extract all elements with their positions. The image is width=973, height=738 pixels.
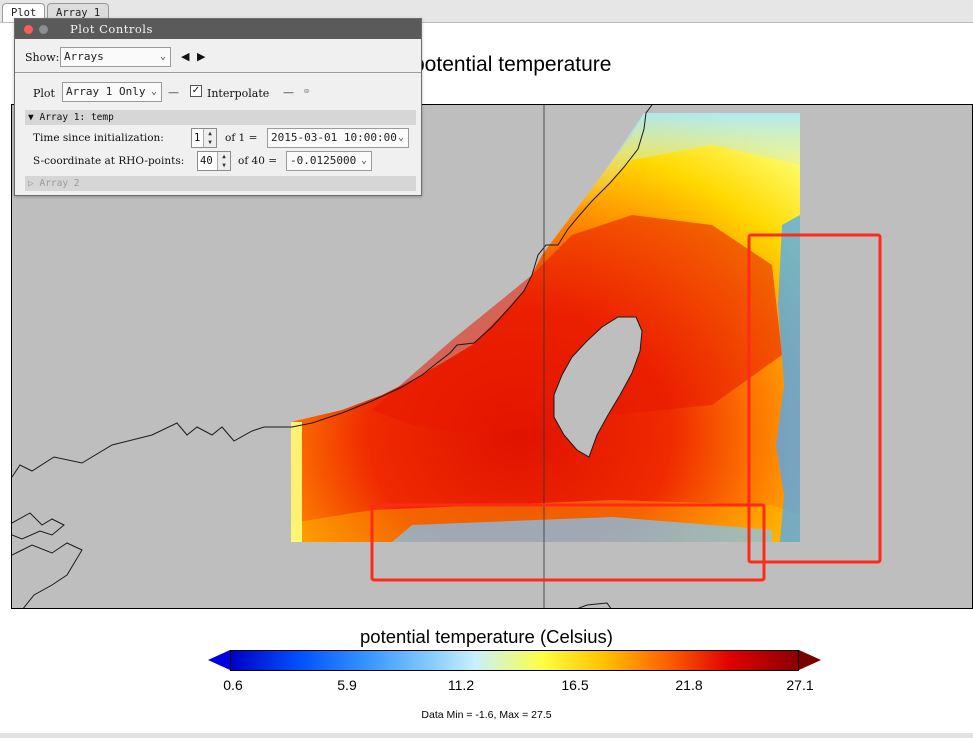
interpolate-label: Interpolate — [207, 87, 270, 100]
colorbar-extend-high — [799, 650, 821, 670]
s-value-select[interactable]: -0.0125000 ⌄ — [286, 151, 372, 171]
time-label: Time since initialization: — [33, 132, 164, 144]
plot-controls-window: Plot Controls Show: Arrays ⌄ ◀ ▶ Plot Ar… — [14, 18, 422, 196]
status-strip — [0, 733, 973, 738]
plot-mode-label: Plot — [33, 87, 55, 100]
time-index-value: 1 — [194, 132, 201, 144]
time-of-text: of 1 = — [225, 132, 258, 144]
minimize-button[interactable] — [39, 25, 48, 34]
s-index-value: 40 — [200, 155, 213, 167]
taiwan-landmass — [553, 316, 643, 458]
s-coordinate-label: S-coordinate at RHO-points: — [33, 155, 185, 167]
show-label: Show: — [25, 51, 60, 64]
previous-arrow-icon[interactable]: ◀ — [181, 50, 190, 63]
time-value-select[interactable]: 2015-03-01 10:00:00 ⌄ — [267, 128, 409, 148]
expanded-triangle-icon: ▼ — [28, 112, 34, 123]
show-select[interactable]: Arrays ⌄ — [60, 47, 171, 67]
time-index-stepper[interactable]: 1 ▲ ▼ — [191, 128, 217, 148]
separator-dash: — — [168, 86, 179, 99]
tab-array-1[interactable]: Array 1 — [47, 3, 110, 22]
map-canvas — [12, 105, 882, 608]
chevron-down-icon: ⌄ — [159, 51, 166, 62]
divider — [15, 72, 421, 73]
time-value: 2015-03-01 10:00:00 — [271, 131, 397, 144]
colorbar-tick: 16.5 — [561, 677, 589, 693]
data-min-max: Data Min = -1.6, Max = 27.5 — [421, 709, 552, 721]
close-button[interactable] — [24, 25, 33, 34]
colorbar — [230, 650, 799, 671]
coastline — [12, 105, 653, 478]
plot-mode-value: Array 1 Only — [66, 85, 146, 98]
tab-plot[interactable]: Plot — [2, 3, 46, 22]
colorbar-tick: 11.2 — [447, 677, 475, 693]
link-icon[interactable]: ⚭ — [302, 85, 312, 98]
colorbar-tick: 21.8 — [675, 677, 703, 693]
array-1-section-header[interactable]: ▼ Array 1: temp — [25, 110, 416, 125]
array-2-header-label: Array 2 — [39, 178, 80, 189]
chevron-down-icon: ⌄ — [150, 86, 157, 97]
stepper-arrows-icon[interactable]: ▲ ▼ — [203, 129, 216, 147]
stepper-arrows-icon[interactable]: ▲ ▼ — [217, 152, 230, 170]
chevron-down-icon: ⌄ — [360, 155, 367, 166]
map-plot — [11, 104, 973, 609]
highlight-box-east[interactable] — [747, 233, 882, 564]
s-value: -0.0125000 — [290, 154, 357, 167]
plot-mode-select[interactable]: Array 1 Only ⌄ — [62, 82, 162, 102]
plot-title: potential temperature — [413, 53, 612, 76]
s-of-text: of 40 = — [238, 155, 278, 167]
colorbar-tick: 27.1 — [786, 677, 814, 693]
colorbar-extend-low — [208, 650, 230, 670]
array-2-section-header[interactable]: ▷ Array 2 — [25, 176, 416, 191]
colorbar-tick: 0.6 — [223, 677, 243, 693]
array-1-header-label: Array 1: temp — [39, 112, 114, 123]
show-select-value: Arrays — [64, 50, 104, 63]
collapsed-triangle-icon: ▷ — [28, 178, 34, 189]
chevron-down-icon: ⌄ — [397, 132, 404, 143]
s-index-stepper[interactable]: 40 ▲ ▼ — [197, 151, 231, 171]
colorbar-tick: 5.9 — [337, 677, 357, 693]
highlight-box-south[interactable] — [370, 503, 766, 582]
next-arrow-icon[interactable]: ▶ — [197, 50, 206, 63]
separator-dash: — — [283, 86, 294, 99]
tab-bar: Plot Array 1 — [0, 0, 973, 23]
colorbar-label: potential temperature (Celsius) — [360, 626, 613, 647]
window-title: Plot Controls — [70, 22, 153, 36]
temperature-field — [291, 113, 800, 542]
interpolate-checkbox[interactable]: ✓ — [190, 85, 202, 97]
window-titlebar[interactable]: Plot Controls — [15, 19, 421, 39]
